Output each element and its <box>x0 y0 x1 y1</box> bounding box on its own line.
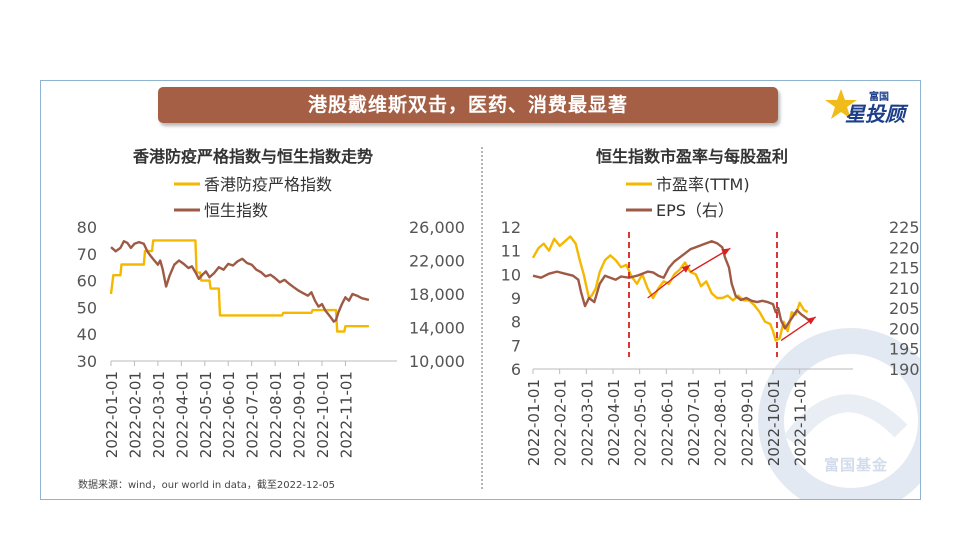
y-right-tick-label: 2150 <box>889 259 921 278</box>
x-tick-label: 2022-11-01 <box>792 379 810 466</box>
x-tick-label: 2022-03-01 <box>150 371 168 458</box>
y-right-tick-label: 1950 <box>889 340 921 359</box>
legend-label: 市盈率(TTM) <box>656 175 750 194</box>
y-right-tick-label: 2200 <box>889 238 921 257</box>
x-tick-label: 2022-06-01 <box>658 379 676 466</box>
y-right-tick-label: 1900 <box>889 360 921 379</box>
left-series-line-0 <box>109 239 369 333</box>
y-left-tick-label: 6 <box>511 360 521 379</box>
y-right-tick-label: 22,000 <box>409 252 465 271</box>
legend-label: 香港防疫严格指数 <box>204 175 332 194</box>
y-left-tick-label: 40 <box>77 325 97 344</box>
banner-title: 港股戴维斯双击，医药、消费最显著 <box>158 87 778 123</box>
x-tick-label: 2022-08-01 <box>712 379 730 466</box>
x-tick-label: 2022-02-01 <box>126 371 144 458</box>
source-note: 数据来源：wind，our world in data，截至2022-12-05 <box>78 480 336 491</box>
right-series-line-0 <box>531 235 809 342</box>
logo-top-text: 富国 <box>869 90 889 103</box>
y-right-tick-label: 2100 <box>889 279 921 298</box>
y-left-tick-label: 12 <box>501 218 521 237</box>
x-tick-label: 2022-03-01 <box>578 379 596 466</box>
x-tick-label: 2022-08-01 <box>267 371 285 458</box>
trend-arrowhead <box>721 248 731 256</box>
watermark-logo <box>758 328 920 499</box>
right-series-line-1 <box>532 240 810 330</box>
trend-arrowhead <box>681 264 691 273</box>
watermark-text: 富国基金 <box>824 456 889 474</box>
left-series-line-1 <box>110 240 370 323</box>
panel-divider <box>481 147 483 489</box>
legend-label: 恒生指数 <box>204 201 268 220</box>
logo-star-icon <box>825 89 857 119</box>
y-left-tick-label: 9 <box>511 289 521 308</box>
x-tick-label: 2022-04-01 <box>605 379 623 466</box>
trend-arrowhead <box>806 316 816 325</box>
chart-frame: 港股戴维斯双击，医药、消费最显著 富国 星投顾 富国基金 香港防疫严格指数与恒生… <box>40 80 921 500</box>
y-right-tick-label: 2050 <box>889 299 921 318</box>
x-tick-label: 2022-01-01 <box>525 379 543 466</box>
y-left-tick-label: 10 <box>501 265 521 284</box>
y-left-tick-label: 60 <box>77 272 97 291</box>
right-chart: 市盈率(TTM) EPS（右） 6 7 8 9 10 11 12 19001950 20002050… <box>501 175 921 466</box>
y-left-tick-label: 8 <box>511 313 521 332</box>
x-tick-label: 2022-04-01 <box>173 371 191 458</box>
x-tick-label: 2022-09-01 <box>291 371 309 458</box>
x-tick-label: 2022-02-01 <box>552 379 570 466</box>
y-right-tick-label: 26,000 <box>409 218 465 237</box>
y-left-tick-label: 7 <box>511 336 521 355</box>
logo-main-text: 星投顾 <box>845 102 909 126</box>
x-tick-label: 2022-07-01 <box>244 371 262 458</box>
y-left-tick-label: 50 <box>77 298 97 317</box>
y-right-tick-label: 18,000 <box>409 285 465 304</box>
left-chart-title: 香港防疫严格指数与恒生指数走势 <box>133 147 374 166</box>
y-right-tick-label: 2000 <box>889 319 921 338</box>
trend-arrow <box>647 264 691 299</box>
x-tick-label: 2022-05-01 <box>197 371 215 458</box>
right-chart-title: 恒生指数市盈率与每股盈利 <box>596 147 789 166</box>
x-tick-label: 2022-10-01 <box>314 371 332 458</box>
y-left-tick-label: 11 <box>501 242 521 261</box>
y-right-tick-label: 2250 <box>889 218 921 237</box>
y-left-tick-label: 30 <box>77 352 97 371</box>
x-tick-label: 2022-07-01 <box>685 379 703 466</box>
logo: 富国 星投顾 <box>825 89 909 126</box>
x-tick-label: 2022-10-01 <box>765 379 783 466</box>
y-right-tick-label: 10,000 <box>409 352 465 371</box>
x-tick-label: 2022-11-01 <box>337 371 355 458</box>
y-left-tick-label: 80 <box>77 218 97 237</box>
legend-label: EPS（右） <box>656 201 734 220</box>
y-left-tick-label: 70 <box>77 245 97 264</box>
x-tick-label: 2022-06-01 <box>220 371 238 458</box>
x-tick-label: 2022-01-01 <box>103 371 121 458</box>
x-tick-label: 2022-05-01 <box>632 379 650 466</box>
y-right-tick-label: 14,000 <box>409 319 465 338</box>
x-tick-label: 2022-09-01 <box>738 379 756 466</box>
